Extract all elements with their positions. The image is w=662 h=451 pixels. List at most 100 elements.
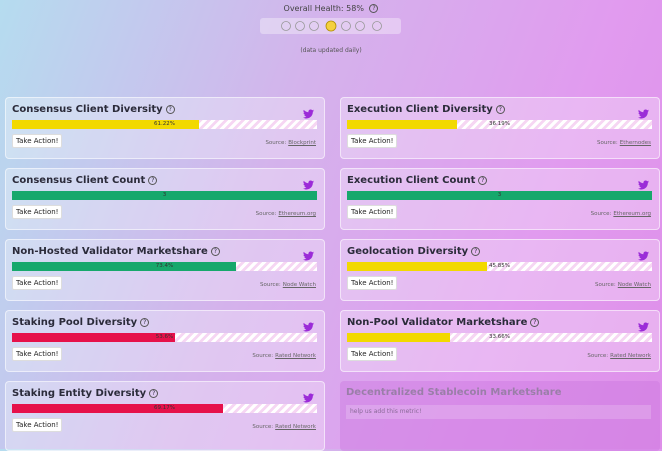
take-action-button[interactable]: Take Action! <box>12 205 63 219</box>
metric-card: Execution Client Diversity? 36.19% Take Ac… <box>340 97 660 159</box>
source-label: Source: <box>252 424 274 430</box>
twitter-icon[interactable] <box>303 246 314 265</box>
progress-fill <box>12 333 176 342</box>
metric-card: Geolocation Diversity? 45.85% Take Action!… <box>340 239 660 301</box>
source-link[interactable]: Blockprint <box>288 140 316 146</box>
progress-fill <box>347 333 450 342</box>
header: Overall Health: 58% ? <box>0 0 662 13</box>
help-icon[interactable]: ? <box>140 318 150 327</box>
help-icon[interactable]: ? <box>369 4 379 13</box>
progress-fill <box>347 191 652 200</box>
twitter-icon[interactable] <box>303 104 314 123</box>
twitter-icon[interactable] <box>638 104 649 123</box>
overall-text: Overall Health: 58% <box>283 4 364 13</box>
metric-card: Non-Pool Validator Marketshare? 33.66% Tak… <box>340 310 660 372</box>
take-action-button[interactable]: Take Action! <box>12 134 63 148</box>
help-icon[interactable]: ? <box>495 105 505 114</box>
source-link[interactable]: Ethereum.org <box>278 211 316 217</box>
card-title: Geolocation Diversity? <box>347 246 481 257</box>
progress-label: 3 <box>162 192 167 198</box>
take-action-button[interactable]: Take Action! <box>347 276 398 290</box>
progress-bar: 33.66% <box>347 333 652 342</box>
progress-fill <box>12 191 317 200</box>
placeholder-card: Decentralized Stablecoin Marketshare help… <box>340 381 660 451</box>
source-link[interactable]: Node Watch <box>282 282 316 288</box>
source: Source: Blockprint <box>265 140 316 146</box>
card-title-text: Consensus Client Diversity <box>12 104 163 115</box>
source-link[interactable]: Node Watch <box>617 282 651 288</box>
help-icon[interactable]: ? <box>165 105 175 114</box>
help-icon[interactable]: ? <box>210 247 220 256</box>
source: Source: Rated Network <box>252 424 316 430</box>
help-icon[interactable]: ? <box>148 176 158 185</box>
progress-fill <box>12 404 223 413</box>
help-icon[interactable]: ? <box>471 247 481 256</box>
card-title: Consensus Client Diversity? <box>12 104 175 115</box>
progress-label: 45.85% <box>489 263 510 269</box>
progress-label: 3 <box>497 192 502 198</box>
metric-card: Staking Pool Diversity? 53.6% Take Action!… <box>5 310 325 372</box>
progress-bar: 3 <box>347 191 652 200</box>
source-label: Source: <box>255 211 277 217</box>
help-icon[interactable]: ? <box>530 318 540 327</box>
source-link[interactable]: Ethereum.org <box>613 211 651 217</box>
card-title: Execution Client Count? <box>347 175 488 186</box>
help-icon[interactable]: ? <box>478 176 488 185</box>
source-label: Source: <box>590 211 612 217</box>
source-label: Source: <box>265 140 287 146</box>
card-title-text: Staking Entity Diversity <box>12 388 147 399</box>
take-action-button[interactable]: Take Action! <box>347 205 398 219</box>
twitter-icon[interactable] <box>638 246 649 265</box>
source: Source: Ethereum.org <box>591 211 651 217</box>
placeholder-title: Decentralized Stablecoin Marketshare <box>346 387 562 398</box>
overall-health: Overall Health: 58% ? <box>0 4 662 13</box>
metric-card: Staking Entity Diversity? 69.17% Take Acti… <box>5 381 325 451</box>
card-title-text: Execution Client Count <box>347 175 476 186</box>
twitter-icon[interactable] <box>303 388 314 407</box>
progress-label: 33.66% <box>489 334 510 340</box>
take-action-button[interactable]: Take Action! <box>347 347 398 361</box>
source: Source: Rated Network <box>587 353 651 359</box>
progress-label: 36.19% <box>489 121 510 127</box>
card-title: Execution Client Diversity? <box>347 104 505 115</box>
progress-bar: 36.19% <box>347 120 652 129</box>
take-action-button[interactable]: Take Action! <box>12 347 63 361</box>
source: Source: Node Watch <box>595 282 651 288</box>
source-label: Source: <box>596 140 618 146</box>
source-label: Source: <box>595 282 616 288</box>
take-action-button[interactable]: Take Action! <box>347 134 398 148</box>
card-title: Non-Pool Validator Marketshare? <box>347 317 540 328</box>
source-link[interactable]: Rated Network <box>275 424 316 430</box>
metric-card: Consensus Client Count? 3 Take Action! Sour… <box>5 168 325 230</box>
take-action-button[interactable]: Take Action! <box>12 418 63 432</box>
progress-fill <box>347 120 458 129</box>
progress-label: 61.22% <box>154 121 175 127</box>
update-note: (data updated daily) <box>300 47 362 54</box>
source: Source: Ethernodes <box>597 140 651 146</box>
progress-bar: 61.22% <box>12 120 317 129</box>
twitter-icon[interactable] <box>638 317 649 336</box>
twitter-icon[interactable] <box>303 317 314 336</box>
progress-label: 53.6% <box>155 334 174 340</box>
source-link[interactable]: Ethernodes <box>619 140 651 146</box>
progress-bar: 53.6% <box>12 333 317 342</box>
twitter-icon[interactable] <box>303 175 314 194</box>
progress-fill <box>12 120 199 129</box>
card-title: Non-Hosted Validator Marketshare? <box>12 246 220 257</box>
metric-card: Consensus Client Diversity? 61.22% Take Ac… <box>5 97 325 159</box>
source: Source: Rated Network <box>252 353 316 359</box>
card-title: Staking Entity Diversity? <box>12 388 159 399</box>
source-link[interactable]: Rated Network <box>610 353 651 359</box>
help-icon[interactable]: ? <box>149 389 159 398</box>
placeholder-input[interactable]: help us add this metric! <box>346 405 651 419</box>
metric-card: Non-Hosted Validator Marketshare? 73.4% Ta… <box>5 239 325 301</box>
health-faces <box>260 18 401 34</box>
take-action-button[interactable]: Take Action! <box>12 276 63 290</box>
source-link[interactable]: Rated Network <box>275 353 316 359</box>
metrics-grid: Consensus Client Diversity? 61.22% Take Ac… <box>5 97 660 451</box>
twitter-icon[interactable] <box>638 175 649 194</box>
card-title-text: Geolocation Diversity <box>347 246 469 257</box>
progress-label: 73.4% <box>155 263 174 269</box>
card-title: Staking Pool Diversity? <box>12 317 150 328</box>
